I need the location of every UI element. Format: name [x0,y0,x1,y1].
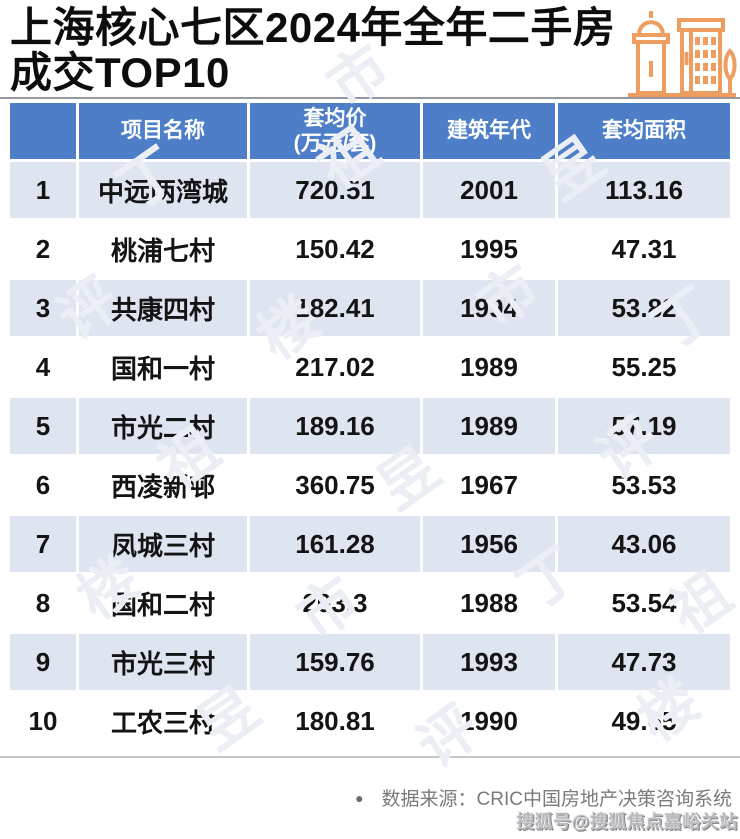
city-buildings-icon [626,5,738,104]
top-divider-line [0,97,740,99]
cell-rank: 4 [10,339,76,395]
cell-price: 159.76 [250,634,420,690]
cell-name: 市光二村 [79,398,247,454]
cell-year: 1956 [423,516,555,572]
table-row: 10 工农三村 180.81 1990 49.65 [10,693,730,749]
data-source-text: 数据来源：CRIC中国房地产决策咨询系统 [381,789,732,810]
cell-rank: 8 [10,575,76,631]
cell-area: 47.31 [558,221,730,277]
cell-area: 53.53 [558,457,730,513]
cell-area: 55.25 [558,339,730,395]
header-avg-area: 套均面积 [558,103,730,159]
top10-table: 项目名称 套均价 (万元/套) 建筑年代 套均面积 1 中远两湾城 720.51… [7,100,733,752]
cell-rank: 2 [10,221,76,277]
cell-rank: 3 [10,280,76,336]
cell-year: 1995 [423,221,555,277]
cell-area: 43.06 [558,516,730,572]
table-header-row: 项目名称 套均价 (万元/套) 建筑年代 套均面积 [10,103,730,159]
header-project-name: 项目名称 [79,103,247,159]
bottom-divider-line [0,756,740,758]
cell-name: 共康四村 [79,280,247,336]
header-avg-price: 套均价 (万元/套) [250,103,420,159]
cell-name: 凤城三村 [79,516,247,572]
cell-area: 53.82 [558,280,730,336]
cell-area: 49.65 [558,693,730,749]
cell-price: 182.41 [250,280,420,336]
cell-year: 2001 [423,162,555,218]
cell-rank: 9 [10,634,76,690]
cell-year: 1989 [423,398,555,454]
cell-name: 桃浦七村 [79,221,247,277]
table-row: 4 国和一村 217.02 1989 55.25 [10,339,730,395]
table-row: 7 凤城三村 161.28 1956 43.06 [10,516,730,572]
cell-rank: 6 [10,457,76,513]
cell-price: 217.02 [250,339,420,395]
table-row: 2 桃浦七村 150.42 1995 47.31 [10,221,730,277]
cell-area: 57.19 [558,398,730,454]
cell-price: 720.51 [250,162,420,218]
table-row: 1 中远两湾城 720.51 2001 113.16 [10,162,730,218]
cell-rank: 5 [10,398,76,454]
cell-name: 国和一村 [79,339,247,395]
cell-area: 47.73 [558,634,730,690]
table-row: 6 西凌新邨 360.75 1967 53.53 [10,457,730,513]
cell-name: 国和二村 [79,575,247,631]
header-build-year: 建筑年代 [423,103,555,159]
cell-price: 180.81 [250,693,420,749]
cell-price: 189.16 [250,398,420,454]
cell-price: 360.75 [250,457,420,513]
cell-name: 中远两湾城 [79,162,247,218]
cell-area: 53.54 [558,575,730,631]
cell-name: 工农三村 [79,693,247,749]
table-row: 5 市光二村 189.16 1989 57.19 [10,398,730,454]
table-row: 9 市光三村 159.76 1993 47.73 [10,634,730,690]
cell-price: 203.3 [250,575,420,631]
table-row: 3 共康四村 182.41 1994 53.82 [10,280,730,336]
cell-year: 1994 [423,280,555,336]
page-title-line1: 上海核心七区2024年全年二手房 [10,4,616,51]
cell-name: 市光三村 [79,634,247,690]
sohu-account-watermark: 搜狐号@搜狐焦点嘉峪关站 [516,812,738,832]
data-source-footer: ● 数据来源：CRIC中国房地产决策咨询系统 [355,784,732,811]
cell-name: 西凌新邨 [79,457,247,513]
header-avg-price-line2: (万元/套) [293,132,377,155]
cell-year: 1989 [423,339,555,395]
page-title: 上海核心七区2024年全年二手房 成交TOP10 [10,5,630,96]
cell-rank: 10 [10,693,76,749]
cell-year: 1993 [423,634,555,690]
header-avg-price-line1: 套均价 [303,106,367,130]
cell-year: 1990 [423,693,555,749]
table-row: 8 国和二村 203.3 1988 53.54 [10,575,730,631]
cell-area: 113.16 [558,162,730,218]
header-rank [10,103,76,159]
cell-price: 161.28 [250,516,420,572]
page-title-line2: 成交TOP10 [10,49,230,97]
cell-year: 1967 [423,457,555,513]
bullet-icon: ● [355,789,364,806]
cell-rank: 7 [10,516,76,572]
cell-price: 150.42 [250,221,420,277]
cell-year: 1988 [423,575,555,631]
cell-rank: 1 [10,162,76,218]
